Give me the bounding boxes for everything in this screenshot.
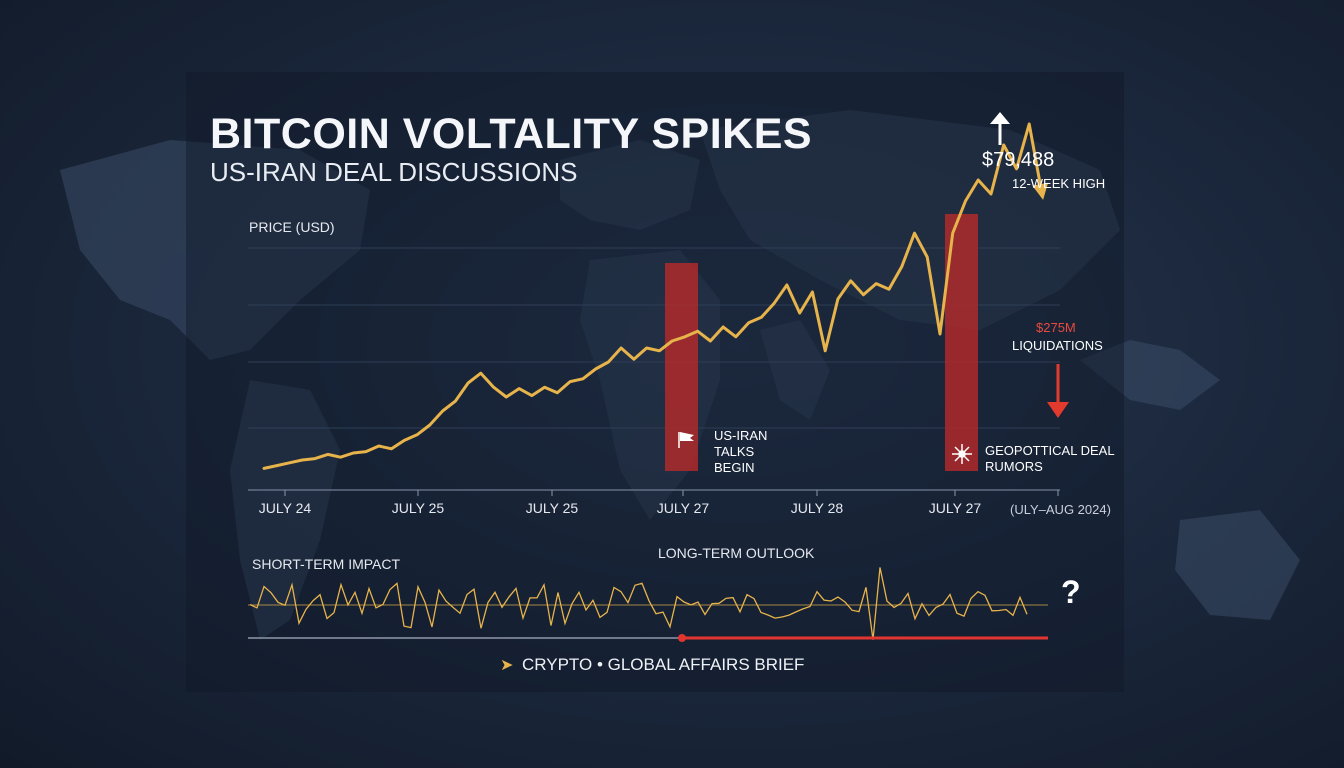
long-term-outlook-label: LONG-TERM OUTLOOK [658,545,815,561]
x-tick-marks [284,490,1059,496]
impact-oscillation-line [249,567,1028,640]
x-tick-label: JULY 24 [258,500,312,516]
grid-lines [248,247,1060,429]
x-tick-label: JULY 27 [928,500,982,516]
liquidation-label: LIQUIDATIONS [1012,338,1103,353]
down-arrow-icon [1047,364,1069,418]
price-series-line [262,122,1044,470]
event1-label-line: BEGIN [714,460,755,475]
event1-label-line: US-IRAN [714,428,768,443]
chart-subtitle: US-IRAN DEAL DISCUSSIONS [210,157,578,187]
high-price-annotation: $79,488 [982,149,1055,171]
x-tick-label: JULY 25 [391,500,445,516]
x-tick-label: JULY 25 [525,500,579,516]
up-arrow-icon [990,112,1010,145]
date-range-label: (ULY–AUG 2024) [1010,502,1111,517]
event2-label-line: GEOPOTTICAL DEAL [985,443,1115,458]
event2-label-line: RUMORS [985,459,1043,474]
high-label-annotation: 12-WEEK HIGH [1012,176,1106,191]
question-mark: ? [1061,574,1081,610]
short-term-impact-label: SHORT-TERM IMPACT [252,556,401,572]
flag-icon [678,432,694,448]
x-tick-label: JULY 28 [790,500,844,516]
burst-icon [952,444,972,464]
y-axis-label: PRICE (USD) [249,219,335,235]
chevron-right-icon: ➤ [500,657,514,674]
event1-label-line: TALKS [714,444,755,459]
x-tick-label: JULY 27 [656,500,710,516]
chart-title: BITCOIN VOLTALITY SPIKES [210,110,813,158]
liquidation-amount: $275M [1036,320,1076,335]
timeline-marker [678,634,686,642]
trend-arrowhead-icon [1032,182,1049,200]
brand-footer: CRYPTO • GLOBAL AFFAIRS BRIEF [522,655,805,674]
